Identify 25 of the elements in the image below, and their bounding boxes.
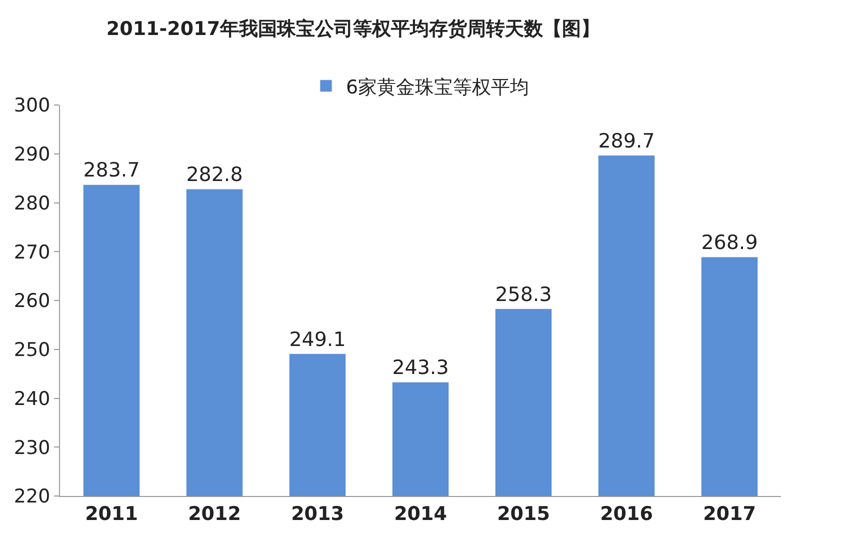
y-tick-label: 240 xyxy=(14,388,50,410)
y-tick-label: 220 xyxy=(14,486,50,508)
y-tick-label: 260 xyxy=(14,290,50,312)
data-label: 282.8 xyxy=(186,163,243,186)
y-tick-label: 270 xyxy=(14,241,50,264)
y-tick-label: 290 xyxy=(14,144,50,166)
data-label: 268.9 xyxy=(701,231,758,254)
y-tick-label: 250 xyxy=(14,339,50,362)
data-label: 243.3 xyxy=(392,356,449,380)
y-tick-label: 300 xyxy=(14,94,50,117)
x-tick-label: 2016 xyxy=(600,502,653,525)
data-label: 283.7 xyxy=(83,158,140,182)
y-tick-label: 280 xyxy=(14,192,50,214)
y-tick-label: 230 xyxy=(14,436,50,459)
data-label: 249.1 xyxy=(289,328,346,351)
x-tick-label: 2017 xyxy=(703,502,756,525)
data-label: 258.3 xyxy=(495,282,552,306)
legend-label: 6家黄金珠宝等权平均 xyxy=(346,76,530,98)
x-tick-label: 2012 xyxy=(188,502,241,525)
data-label: 289.7 xyxy=(598,129,655,152)
x-tick-label: 2013 xyxy=(291,502,344,525)
x-tick-label: 2014 xyxy=(394,502,447,525)
chart-title: 2011-2017年我国珠宝公司等权平均存货周转天数【图】 xyxy=(106,18,600,40)
x-tick-label: 2015 xyxy=(497,502,550,525)
x-tick-label: 2011 xyxy=(85,502,138,525)
